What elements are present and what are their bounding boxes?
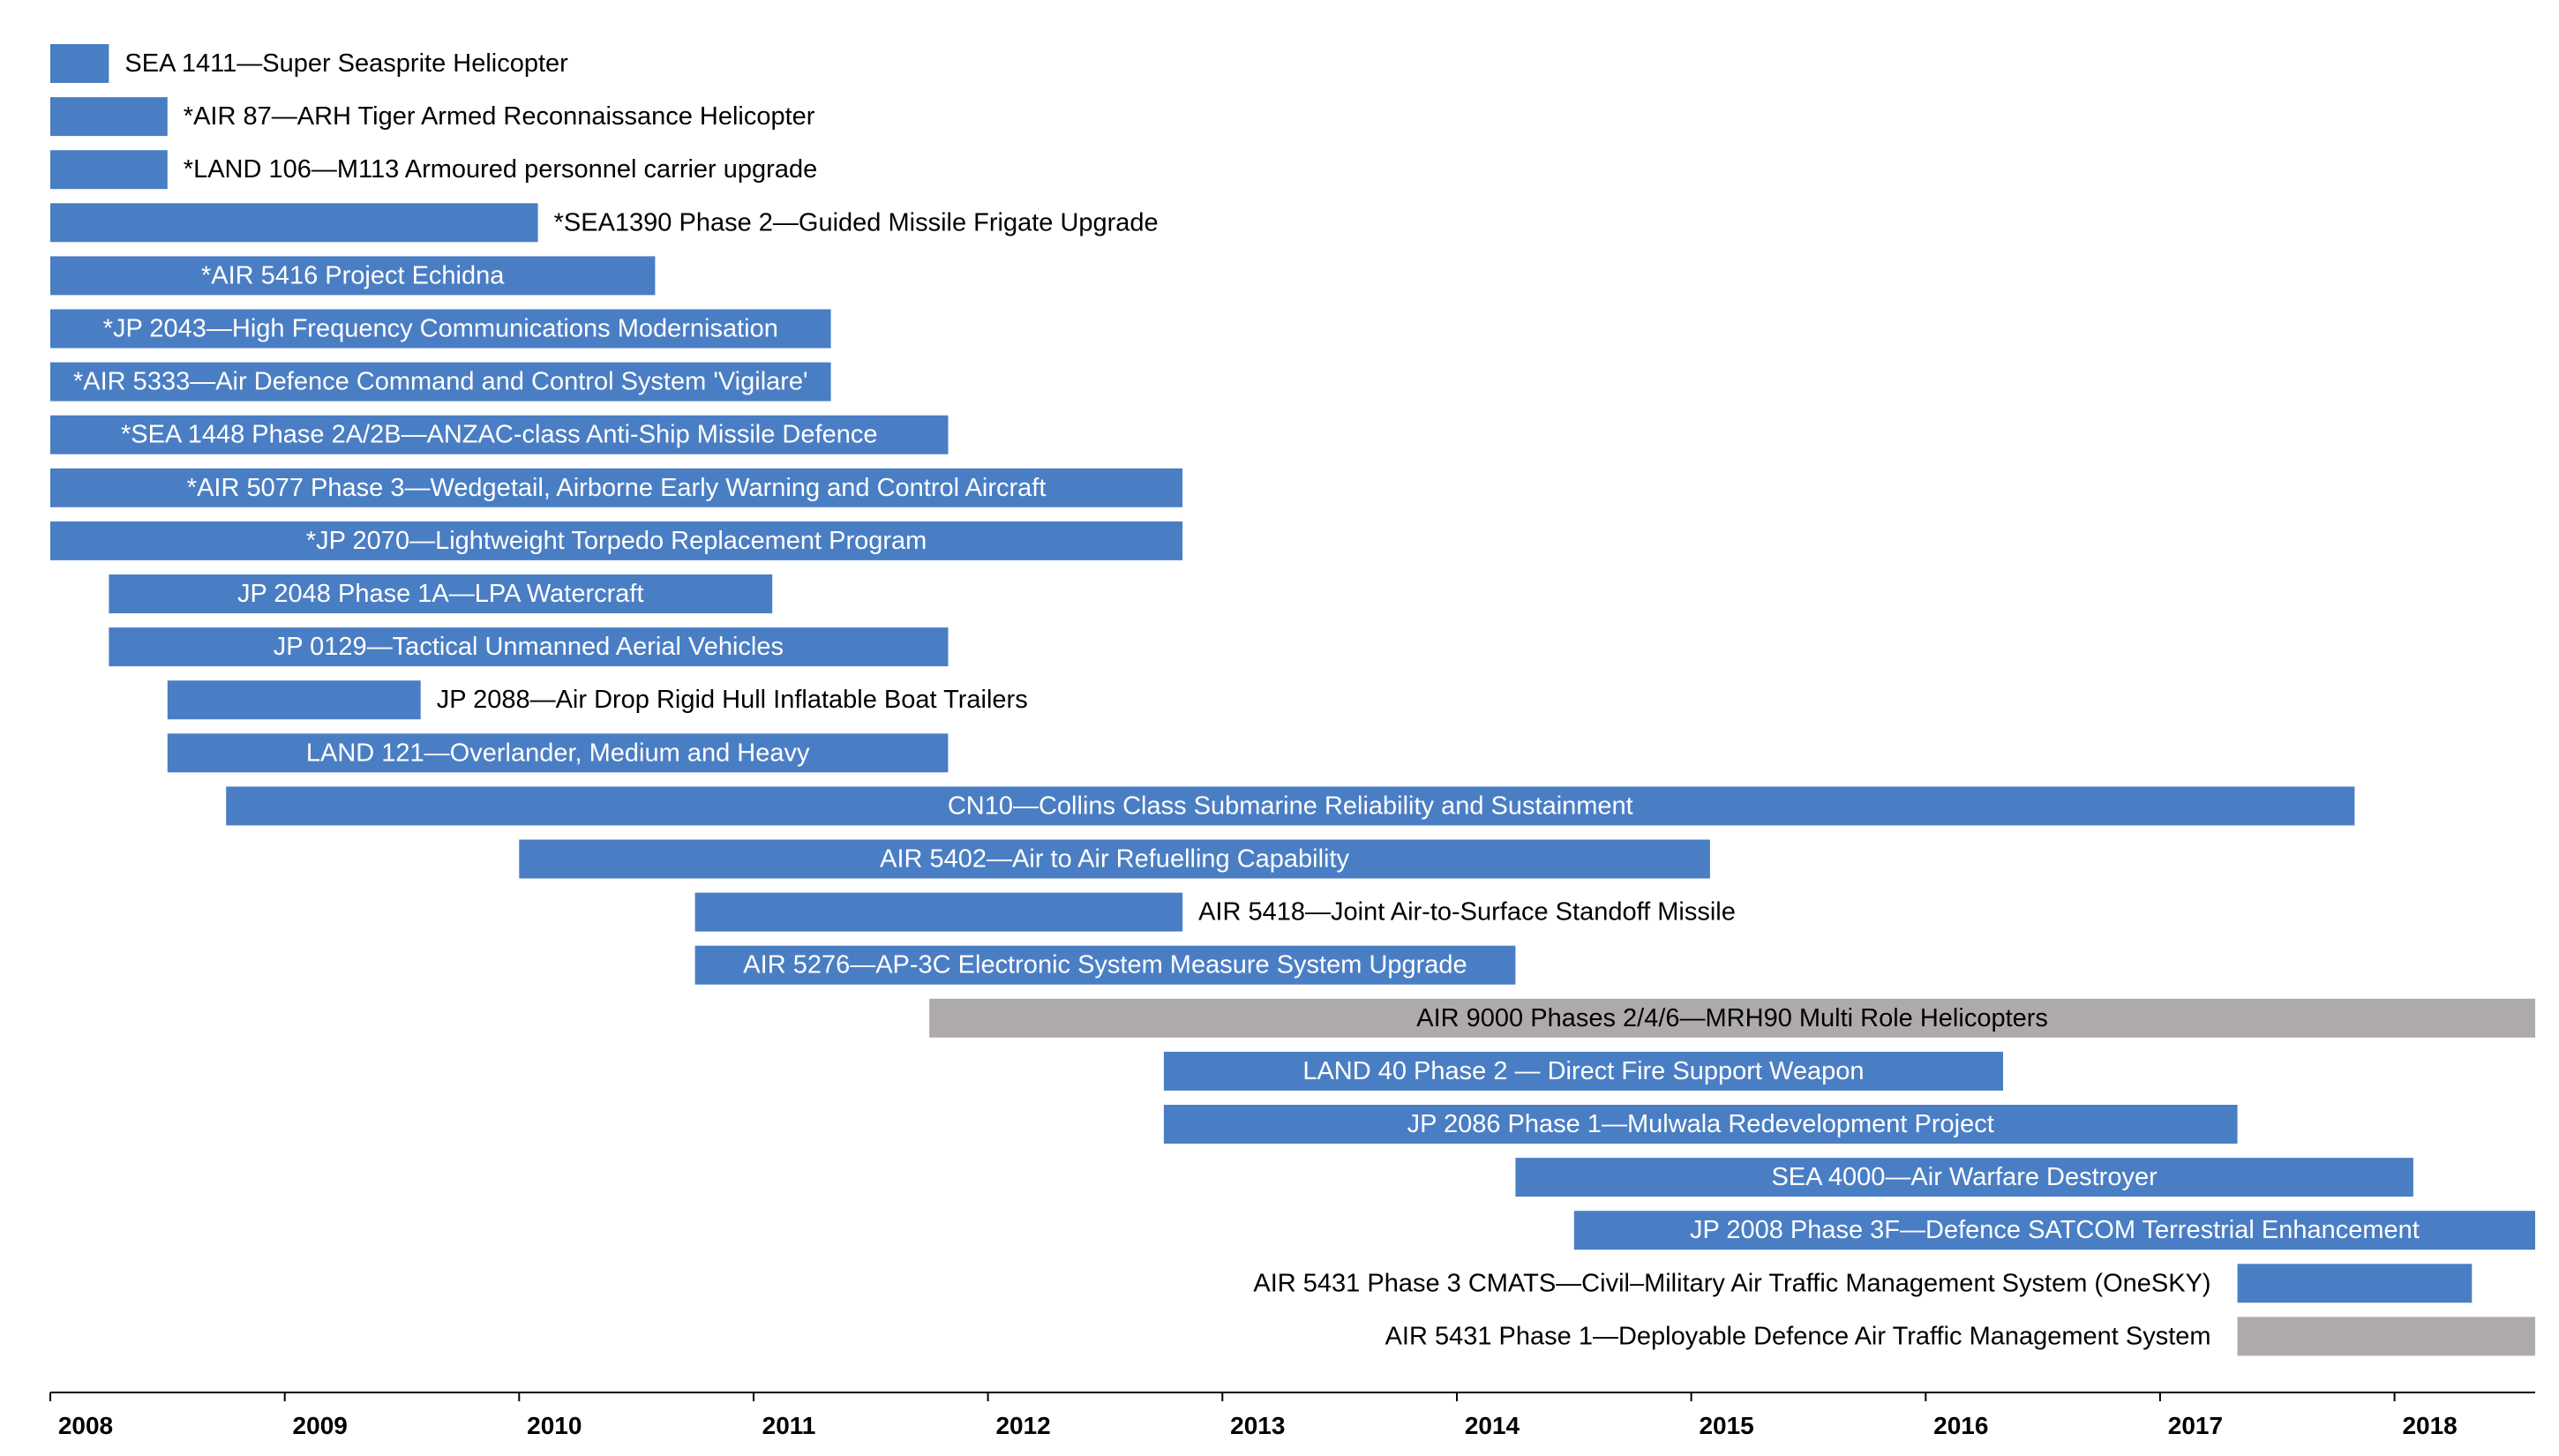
gantt-bar [50,521,1183,560]
bar-label: AIR 9000 Phases 2/4/6—MRH90 Multi Role H… [1416,1004,2048,1032]
gantt-bar [2237,1264,2473,1303]
bar-label: AIR 5402—Air to Air Refuelling Capabilit… [880,845,1349,874]
gantt-bar [2237,1317,2535,1356]
bar-label: *SEA 1448 Phase 2A/2B—ANZAC-class Anti-S… [121,421,878,449]
gantt-bar [694,945,1516,985]
bar-label: *AIR 5077 Phase 3—Wedgetail, Airborne Ea… [187,474,1047,502]
gantt-bar [50,415,949,454]
x-tick-label: 2017 [2168,1412,2223,1439]
bar-label: *AIR 5416 Project Echidna [201,261,505,289]
bar-label: *AIR 5333—Air Defence Command and Contro… [73,368,808,396]
bar-label: *AIR 87—ARH Tiger Armed Reconnaissance H… [184,102,815,131]
bar-label: AIR 5431 Phase 3 CMATS—Civil–Military Ai… [1253,1269,2210,1297]
x-axis-ticks: 2008 2009 2010 2011 2012 2013 2014 2015 2016 2017… [49,1392,2458,1439]
bar-label: LAND 121—Overlander, Medium and Heavy [306,739,810,767]
bar-label: *LAND 106—M113 Armoured personnel carrie… [184,155,817,184]
bar-label: LAND 40 Phase 2 — Direct Fire Support We… [1302,1057,1864,1085]
x-tick-label: 2015 [1699,1412,1753,1439]
gantt-bar [226,786,2355,826]
bar-label: JP 2088—Air Drop Rigid Hull Inflatable B… [437,686,1028,714]
bar-label: JP 2048 Phase 1A—LPA Watercraft [237,580,644,608]
x-tick-label: 2010 [527,1412,582,1439]
gantt-bar [1573,1211,2535,1250]
bar-label: JP 2086 Phase 1—Mulwala Redevelopment Pr… [1407,1110,1994,1138]
gantt-bar [519,839,1710,879]
bar-label: AIR 5276—AP-3C Electronic System Measure… [743,951,1467,979]
x-tick-label: 2016 [1933,1412,1988,1439]
bar-label: *SEA1390 Phase 2—Guided Missile Frigate … [554,208,1159,236]
x-tick-label: 2013 [1230,1412,1285,1439]
gantt-bar [50,97,168,137]
x-tick-label: 2011 [762,1412,816,1439]
x-tick-label: 2012 [995,1412,1050,1439]
gantt-bar [167,733,949,773]
gantt-bar [109,574,773,613]
gantt-bar [50,44,109,83]
bar-label: *JP 2070—Lightweight Torpedo Replacement… [306,527,927,555]
gantt-bar [167,680,421,720]
gantt-bar [50,256,656,296]
x-tick-label: 2018 [2402,1412,2457,1439]
gantt-bar [1515,1158,2413,1197]
x-tick-label: 2014 [1465,1412,1520,1439]
x-tick-label: 2008 [58,1412,113,1439]
bar-label: JP 0129—Tactical Unmanned Aerial Vehicle… [274,633,784,661]
gantt-bar [1163,1105,2238,1144]
bar-label: JP 2008 Phase 3F—Defence SATCOM Terrestr… [1690,1216,2420,1244]
gantt-bar [929,998,2535,1038]
bar-label: *JP 2043—High Frequency Communications M… [103,315,778,343]
bar-label: CN10—Collins Class Submarine Reliability… [948,792,1633,820]
gantt-bar [50,203,538,243]
gantt-bar [50,362,831,402]
x-tick-label: 2009 [293,1412,348,1439]
bars-group: SEA 1411—Super Seasprite Helicopter *AIR … [50,44,2535,1356]
gantt-bar [50,309,831,349]
bar-label: SEA 4000—Air Warfare Destroyer [1771,1163,2158,1191]
gantt-bar [50,468,1183,507]
bar-label: AIR 5431 Phase 1—Deployable Defence Air … [1385,1322,2211,1350]
gantt-bar [694,892,1183,932]
bar-label: SEA 1411—Super Seasprite Helicopter [124,49,568,78]
gantt-bar [109,627,949,667]
bar-label: AIR 5418—Joint Air-to-Surface Standoff M… [1198,898,1736,927]
gantt-bar [1163,1051,2003,1091]
gantt-bar [50,150,168,190]
